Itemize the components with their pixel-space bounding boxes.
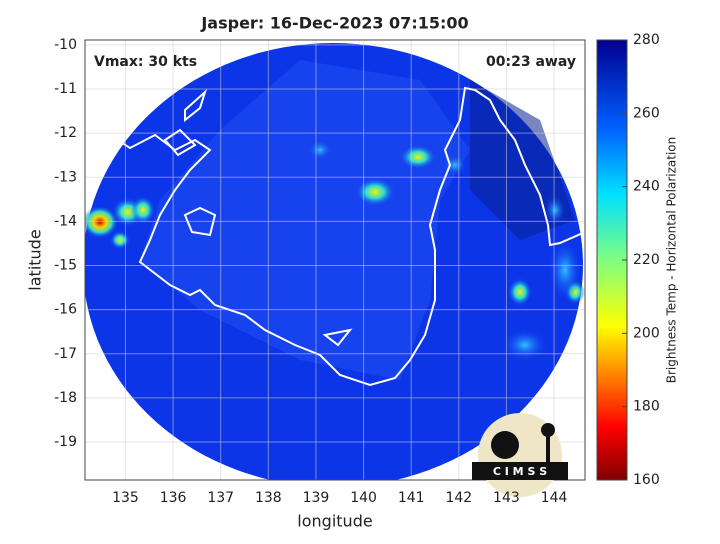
y-tick-label: -11 (54, 81, 77, 97)
colorbar-tick-label: 200 (633, 325, 660, 341)
chart-title: Jasper: 16-Dec-2023 07:15:00 (200, 14, 468, 33)
y-tick-label: -15 (54, 258, 77, 274)
y-tick-label: -10 (54, 37, 77, 53)
colorbar-tick-label: 260 (633, 105, 660, 121)
y-tick-label: -14 (54, 213, 77, 229)
y-tick-label: -12 (54, 125, 77, 141)
colorbar-tick-label: 180 (633, 399, 660, 415)
x-tick-label: 137 (207, 490, 234, 506)
logo: C I M S S (472, 413, 568, 497)
y-tick-label: -18 (54, 390, 77, 406)
colorbar-tick-label: 280 (633, 32, 660, 48)
y-tick-label: -13 (54, 169, 77, 185)
colorbar-label: Brightness Temp - Horizontal Polarizatio… (665, 137, 679, 384)
x-tick-label: 141 (398, 490, 425, 506)
y-tick-label: -16 (54, 302, 77, 318)
x-tick-label: 144 (541, 490, 568, 506)
x-tick-label: 138 (255, 490, 282, 506)
colorbar-tick-label: 220 (633, 252, 660, 268)
x-tick-label: 135 (112, 490, 139, 506)
colorbar-tick-label: 160 (633, 472, 660, 488)
y-axis-label: latitude (26, 229, 45, 290)
annotation: Vmax: 30 kts (94, 54, 197, 70)
annotation: 00:23 away (486, 54, 576, 70)
x-tick-label: 142 (445, 490, 472, 506)
y-tick-label: -19 (54, 434, 77, 450)
x-axis-label: longitude (297, 512, 372, 531)
x-tick-label: 140 (350, 490, 377, 506)
plot-frame (84, 39, 586, 481)
y-tick-label: -17 (54, 346, 77, 362)
x-tick-label: 143 (493, 490, 520, 506)
colorbar-tick-label: 240 (633, 179, 660, 195)
logo-text: C I M S S (493, 465, 547, 478)
x-tick-label: 139 (303, 490, 330, 506)
x-tick-label: 136 (160, 490, 187, 506)
